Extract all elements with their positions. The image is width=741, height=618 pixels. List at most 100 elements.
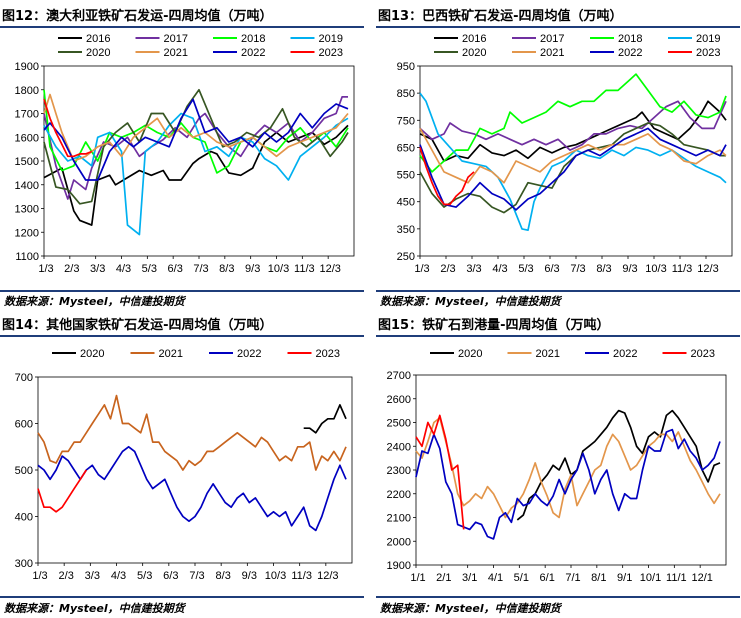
x-tick-label: 11/3 [291, 570, 312, 582]
source-rule-13 [376, 290, 740, 292]
chart-title-14: 图14：其他国家铁矿石发运-四周均值（万吨） [2, 318, 273, 333]
legend-label-2018: 2018 [618, 33, 642, 45]
series-line-2022 [37, 445, 347, 532]
x-tick-label: 8/3 [216, 570, 231, 582]
series-line-2023 [43, 99, 93, 158]
legend-label-2021: 2021 [536, 348, 560, 360]
legend-label-2017: 2017 [540, 33, 564, 45]
y-tick-label: 650 [397, 142, 415, 154]
y-tick-label: 1900 [387, 560, 411, 572]
x-tick-label: 9/3 [242, 570, 257, 582]
legend-label-2023: 2023 [316, 348, 340, 360]
y-tick-label: 1300 [15, 204, 39, 216]
legend-label-2020: 2020 [80, 348, 104, 360]
legend-label-2021: 2021 [159, 348, 183, 360]
series-line-2016 [43, 124, 349, 226]
x-tick-label: 10/3 [268, 263, 289, 275]
x-tick-label: 12/3 [697, 263, 718, 275]
x-tick-label: 12/1 [691, 572, 712, 584]
y-tick-label: 2000 [387, 536, 411, 548]
legend-label-2023: 2023 [696, 47, 720, 59]
chart-14: 300 400 500 600 700 1/3 2/3 3/3 4/3 5/3 6/3 7/3 8/3 9… [15, 348, 353, 582]
source-note-15: 数据来源：Mysteel，中信建投期货 [380, 602, 561, 615]
x-tick-label: 7/1 [565, 572, 580, 584]
y-tick-label: 1500 [15, 156, 39, 168]
x-tick-label: 10/1 [640, 572, 661, 584]
legend-label-2023: 2023 [691, 348, 715, 360]
series-line-2020 [516, 409, 721, 521]
series-line-2021 [415, 416, 721, 519]
source-note-12: 数据来源：Mysteel，中信建投期货 [4, 295, 185, 308]
x-tick-label: 12/3 [319, 263, 340, 275]
y-tick-label: 2100 [387, 513, 411, 525]
legend-label-2019: 2019 [319, 33, 343, 45]
y-tick-label: 850 [397, 88, 415, 100]
x-tick-label: 3/1 [462, 572, 477, 584]
series-line-2020 [43, 88, 349, 205]
x-tick-label: 11/1 [666, 572, 687, 584]
x-tick-label: 8/3 [219, 263, 234, 275]
x-tick-label: 11/3 [672, 263, 693, 275]
x-tick-label: 9/3 [245, 263, 260, 275]
plot-frame [415, 374, 727, 566]
x-tick-label: 4/3 [111, 570, 126, 582]
y-tick-label: 350 [397, 224, 415, 236]
y-tick-label: 2400 [387, 441, 411, 453]
x-tick-label: 9/3 [622, 263, 637, 275]
series-line-2022 [415, 428, 721, 540]
y-tick-label: 400 [15, 512, 33, 524]
x-tick-label: 7/3 [189, 570, 204, 582]
source-rule-14 [0, 596, 364, 598]
series-line-2023 [415, 414, 465, 530]
legend-label-2023: 2023 [319, 47, 343, 59]
chart-13: 250 350 450 550 650 750 850 950 1/3 2/3 3/3 4/3 5/3 6… [397, 33, 733, 275]
series-line-2022 [419, 127, 727, 211]
series-line-2019 [43, 112, 349, 236]
series-line-2023 [419, 147, 475, 206]
legend-label-2022: 2022 [237, 348, 261, 360]
y-tick-label: 700 [15, 372, 33, 384]
legend-label-2016: 2016 [86, 33, 110, 45]
y-tick-label: 500 [15, 465, 33, 477]
y-tick-label: 1100 [15, 251, 39, 263]
x-tick-label: 3/3 [90, 263, 105, 275]
legend-label-2022: 2022 [241, 47, 265, 59]
y-tick-label: 950 [397, 61, 415, 73]
source-rule-15 [376, 596, 740, 598]
y-tick-label: 450 [397, 197, 415, 209]
x-tick-label: 2/1 [436, 572, 451, 584]
x-tick-label: 1/1 [410, 572, 425, 584]
title-rule-12 [0, 26, 364, 28]
y-tick-label: 250 [397, 251, 415, 263]
legend-label-2020: 2020 [86, 47, 110, 59]
title-rule-13 [376, 26, 740, 28]
x-tick-label: 10/3 [265, 570, 286, 582]
chart-15: 1900 2000 2100 2200 2300 2400 2500 2600 2700 1/1 2… [387, 348, 727, 584]
title-rule-14 [0, 335, 364, 337]
legend-label-2020: 2020 [462, 47, 486, 59]
x-tick-label: 4/3 [116, 263, 131, 275]
y-tick-label: 1700 [15, 109, 39, 121]
x-tick-label: 5/1 [514, 572, 529, 584]
y-tick-label: 2500 [387, 418, 411, 430]
chart-title-13: 图13：巴西铁矿石发运-四周均值（万吨） [378, 9, 623, 24]
chart-12: 1100 1200 1300 1400 1500 1600 1700 1800 1900 1/3 2… [15, 33, 355, 275]
x-tick-label: 7/3 [570, 263, 585, 275]
x-tick-label: 6/3 [544, 263, 559, 275]
series-line-2021 [43, 93, 349, 162]
x-tick-label: 5/3 [137, 570, 152, 582]
x-tick-label: 5/3 [518, 263, 533, 275]
series-line-2020 [303, 404, 347, 434]
x-tick-label: 10/3 [645, 263, 666, 275]
x-tick-label: 4/1 [488, 572, 503, 584]
series-line-2019 [419, 92, 727, 232]
plot-frame [43, 65, 355, 257]
y-tick-label: 750 [397, 115, 415, 127]
legend-label-2021: 2021 [164, 47, 188, 59]
x-tick-label: 9/1 [617, 572, 632, 584]
title-rule-15 [376, 335, 740, 337]
x-tick-label: 2/3 [64, 263, 79, 275]
series-line-2021 [419, 127, 727, 184]
y-tick-label: 1900 [15, 61, 39, 73]
y-tick-label: 1200 [15, 227, 39, 239]
